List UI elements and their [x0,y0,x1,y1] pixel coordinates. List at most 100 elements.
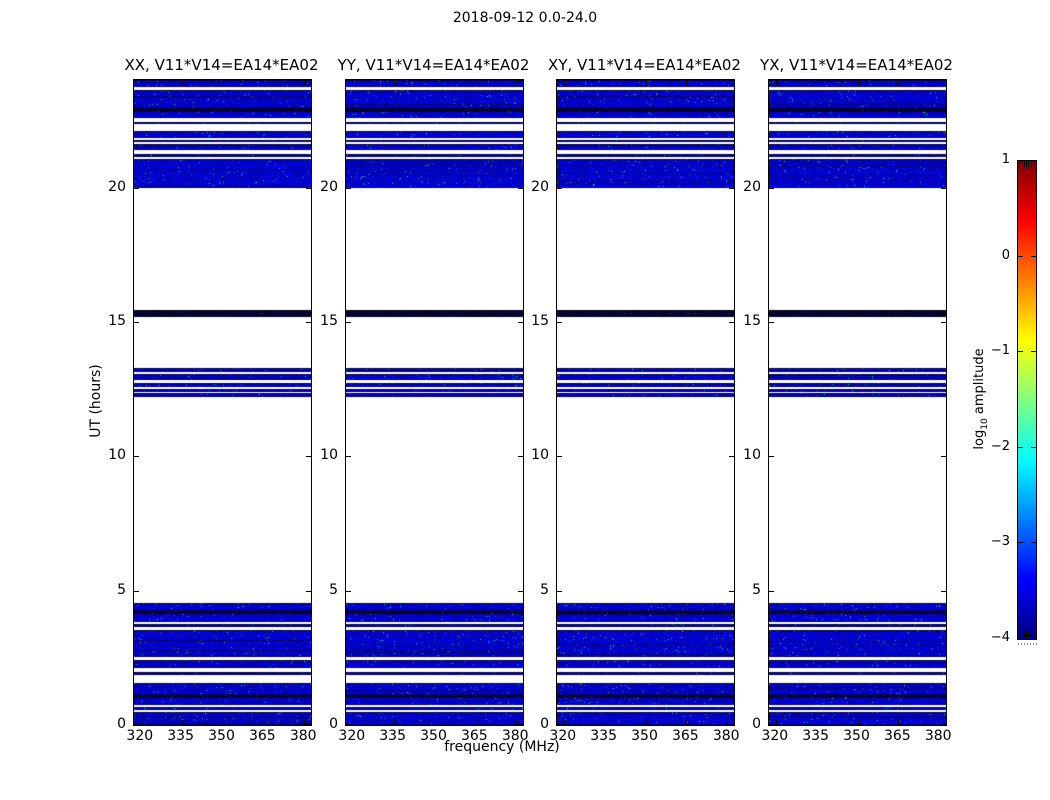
y-tick-mark [518,591,523,592]
y-tick-mark [306,456,311,457]
x-tick-label: 320 [549,728,577,744]
y-tick-label: 10 [531,447,549,464]
y-tick-label: 10 [108,447,126,464]
x-tick-mark [817,80,818,85]
colorbar-top-hatch [1030,161,1032,167]
colorbar-minor-dot [1018,643,1019,645]
x-tick-mark [776,80,777,85]
colorbar-minor-dot [1036,643,1037,645]
x-tick-mark [141,80,142,85]
colorbar-minor-dot [1033,643,1034,645]
y-tick-label: 0 [752,716,761,732]
y-tick-mark [306,188,311,189]
y-tick-mark [729,322,734,323]
x-tick-mark [939,80,940,85]
x-tick-mark [263,80,264,85]
x-tick-label: 380 [501,728,529,744]
y-tick-mark [729,591,734,592]
panel-title-yy: YY, V11*V14=EA14*EA02 [337,56,530,74]
x-tick-mark [564,720,565,725]
x-tick-mark [858,80,859,85]
y-tick-label: 10 [320,447,338,464]
x-tick-mark [223,80,224,85]
y-tick-mark [729,188,734,189]
x-tick-mark [564,80,565,85]
x-tick-label: 365 [460,728,488,744]
colorbar-minor-dot [1021,643,1022,645]
x-tick-mark [353,80,354,85]
x-tick-mark [898,80,899,85]
y-tick-label: 5 [329,581,338,598]
spectrogram-canvas-xy [557,80,734,725]
y-tick-mark [518,724,523,725]
colorbar-tick-mark [1031,351,1036,352]
x-tick-mark [686,80,687,85]
y-tick-mark [769,456,774,457]
y-tick-mark [134,591,139,592]
colorbar-top-hatch [1019,161,1020,167]
y-tick-mark [134,724,139,725]
y-tick-mark [941,456,946,457]
y-tick-mark [557,456,562,457]
y-tick-mark [557,724,562,725]
x-tick-mark [475,80,476,85]
plot-area-xx [133,79,312,726]
colorbar-tick-mark [1018,447,1023,448]
colorbar-tick-mark [1018,542,1023,543]
colorbar-top-hatch [1025,161,1027,167]
panel-yx: YX, V11*V14=EA14*EA02 [760,0,953,800]
x-tick-label: 320 [761,728,789,744]
y-tick-mark [518,456,523,457]
x-tick-label: 335 [379,728,406,744]
y-tick-label: 15 [531,312,549,329]
x-tick-mark [263,720,264,725]
y-tick-mark [729,724,734,725]
x-tick-mark [939,720,940,725]
y-tick-mark [134,322,139,323]
colorbar-tick-mark [1018,351,1023,352]
colorbar-top-hatch [1028,161,1030,167]
y-tick-label: 20 [531,178,549,195]
x-tick-mark [304,720,305,725]
x-tick-mark [605,720,606,725]
x-tick-mark [516,720,517,725]
colorbar-label: log10 amplitude [972,348,990,450]
colorbar-top-hatch [1023,161,1025,167]
y-tick-label: 10 [743,447,761,464]
y-tick-label: 20 [320,178,338,195]
x-tick-mark [686,720,687,725]
x-tick-label: 350 [843,728,870,744]
colorbar-bottom-hatch [1021,631,1023,637]
x-tick-mark [353,720,354,725]
colorbar-tick-mark [1018,256,1023,257]
x-axis-label: frequency (MHz) [444,739,560,755]
spectrogram-canvas-yy [346,80,523,725]
x-tick-label: 365 [671,728,699,744]
x-tick-mark [727,80,728,85]
y-tick-mark [346,188,351,189]
y-tick-mark [769,322,774,323]
y-tick-label: 0 [117,716,126,732]
x-tick-mark [182,720,183,725]
y-tick-mark [346,322,351,323]
plot-area-xy [556,79,735,726]
y-tick-mark [941,188,946,189]
y-tick-mark [346,591,351,592]
y-tick-label: 0 [329,716,338,732]
colorbar-tick-label: −1 [990,343,1010,359]
x-tick-mark [776,720,777,725]
y-tick-mark [134,188,139,189]
x-tick-mark [898,720,899,725]
colorbar-minor-dot [1030,643,1031,645]
colorbar-minor-dot [1024,643,1025,645]
y-tick-label: 20 [108,178,126,195]
x-tick-mark [858,720,859,725]
figure-title: 2018-09-12 0.0-24.0 [452,10,598,26]
y-tick-mark [557,322,562,323]
x-tick-mark [817,720,818,725]
colorbar-bottom-hatch [1030,631,1032,637]
y-axis-label: UT (hours) [88,364,104,438]
colorbar-bottom-hatch [1032,631,1034,637]
panel-yy: YY, V11*V14=EA14*EA02 [338,0,529,800]
